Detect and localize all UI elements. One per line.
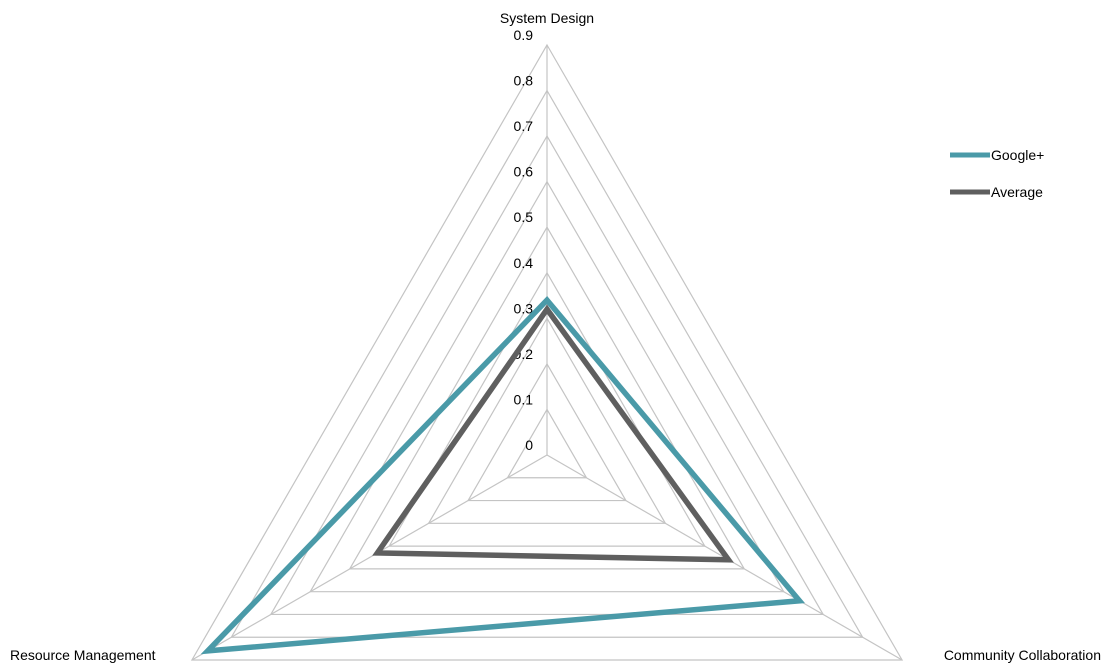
radar-series (200, 296, 806, 655)
radar-tick-labels: 00.10.20.30.40.50.60.70.80.9 (514, 27, 534, 453)
axis-label-system-design: System Design (500, 10, 594, 26)
legend-item-average: Average (950, 184, 1043, 200)
radar-grid (190, 43, 904, 661)
legend: Google+ Average (950, 147, 1044, 200)
grid-spoke (191, 454, 548, 661)
tick-label: 0.5 (514, 209, 534, 225)
grid-ring (309, 180, 785, 593)
tick-label: 0.1 (514, 391, 534, 407)
tick-label: 0.6 (514, 164, 534, 180)
legend-label-google-plus: Google+ (991, 147, 1044, 163)
grid-ring (388, 271, 706, 547)
grid-ring (427, 317, 667, 524)
tick-label: 0.3 (514, 300, 534, 316)
legend-item-google-plus: Google+ (950, 147, 1044, 163)
grid-ring (190, 43, 904, 661)
grid-ring (467, 362, 627, 502)
tick-label: 0.9 (514, 27, 534, 43)
axis-label-community-collaboration: Community Collaboration (944, 647, 1101, 663)
tick-label: 0.8 (514, 73, 534, 89)
legend-label-average: Average (991, 184, 1043, 200)
grid-ring (506, 408, 588, 479)
axis-label-resource-management: Resource Management (10, 647, 156, 663)
tick-label: 0 (525, 437, 533, 453)
grid-ring (269, 134, 825, 616)
tick-label: 0.7 (514, 118, 534, 134)
grid-ring (348, 226, 746, 570)
series-line-average (372, 304, 734, 563)
tick-label: 0.4 (514, 255, 534, 271)
series-line-google (200, 296, 806, 655)
grid-ring (230, 89, 864, 638)
